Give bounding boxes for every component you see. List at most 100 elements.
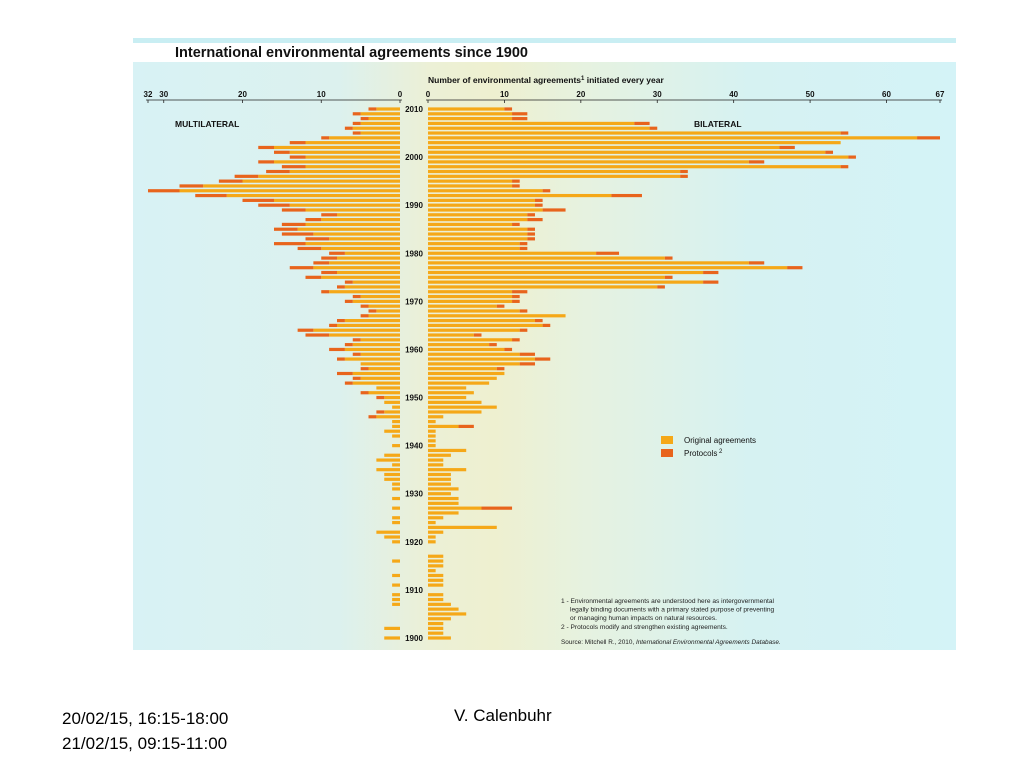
bilateral-protocol-bar <box>504 107 513 111</box>
bilateral-protocol-bar <box>664 275 673 279</box>
bilateral-protocol-bar <box>534 203 543 207</box>
multilateral-original-bar <box>352 343 400 347</box>
multilateral-original-bar <box>384 429 400 433</box>
multilateral-original-bar <box>392 424 400 428</box>
bilateral-original-bar <box>428 107 505 111</box>
multilateral-protocol-bar <box>352 338 361 342</box>
multilateral-original-bar <box>384 636 400 640</box>
bilateral-original-bar <box>428 294 513 299</box>
multilateral-original-bar <box>313 328 400 332</box>
chart-figure: International environmental agreements s… <box>133 38 956 650</box>
bilateral-original-bar <box>428 347 505 352</box>
bilateral-original-bar <box>428 117 513 121</box>
multilateral-original-bar <box>384 453 400 457</box>
multilateral-original-bar <box>289 203 400 207</box>
bilateral-original-bar <box>428 453 451 457</box>
panel-label-multilateral: MULTILATERAL <box>175 119 239 129</box>
multilateral-protocol-bar <box>360 367 369 371</box>
legend: Original agreements Protocols 2 <box>661 436 756 458</box>
bilateral-original-bar <box>428 270 704 275</box>
bilateral-original-bar <box>428 227 528 231</box>
multilateral-protocol-bar <box>360 304 369 308</box>
bilateral-original-bar <box>428 266 788 270</box>
multilateral-original-bar <box>313 266 400 270</box>
source-title: International Environmental Agreements D… <box>636 639 781 646</box>
multilateral-original-bar <box>392 540 400 544</box>
bilateral-original-bar <box>428 184 513 188</box>
bilateral-protocol-bar <box>496 367 505 371</box>
footnotes: 1 - Environmental agreements are underst… <box>561 598 774 631</box>
bilateral-protocol-bar <box>496 304 505 308</box>
bilateral-protocol-bar <box>917 136 940 140</box>
year-label: 1960 <box>405 345 423 354</box>
bilateral-protocol-bar <box>519 242 528 246</box>
multilateral-protocol-bar <box>297 328 314 332</box>
multilateral-protocol-bar <box>218 179 243 183</box>
bilateral-original-bar <box>428 636 451 640</box>
multilateral-original-bar <box>360 294 400 299</box>
year-label: 1970 <box>405 297 423 306</box>
multilateral-original-bar <box>360 352 400 356</box>
bilateral-original-bar <box>428 506 482 510</box>
multilateral-original-bar <box>360 131 400 135</box>
multilateral-original-bar <box>321 275 400 279</box>
bilateral-original-bar <box>428 256 665 260</box>
multilateral-original-bar <box>392 482 400 486</box>
year-label: 2010 <box>405 105 423 114</box>
bilateral-protocol-bar <box>519 246 528 251</box>
multilateral-protocol-bar <box>321 290 330 294</box>
bilateral-original-bar <box>428 496 459 501</box>
bilateral-original-bar <box>428 554 444 558</box>
year-label: 1990 <box>405 201 423 210</box>
footer-dates: 20/02/15, 16:15-18:00 21/02/15, 09:15-11… <box>62 706 228 756</box>
multilateral-original-bar <box>376 458 400 462</box>
multilateral-original-bar <box>305 222 400 227</box>
multilateral-original-bar <box>384 626 400 630</box>
multilateral-protocol-bar <box>258 203 290 207</box>
multilateral-protocol-bar <box>305 237 330 241</box>
multilateral-original-bar <box>289 169 400 174</box>
bilateral-original-bar <box>428 290 513 294</box>
left-axis-tick-label: 32 <box>144 90 153 99</box>
footer-author: V. Calenbuhr <box>454 706 552 725</box>
multilateral-original-bar <box>274 145 400 150</box>
multilateral-protocol-bar <box>376 395 385 400</box>
bilateral-original-bar <box>428 583 444 587</box>
bilateral-protocol-bar <box>481 506 513 510</box>
bilateral-original-bar <box>428 169 681 174</box>
multilateral-original-bar <box>258 174 400 178</box>
footnote-line: or managing human impacts on natural res… <box>570 615 717 622</box>
multilateral-original-bar <box>305 165 400 169</box>
footer-date-line-2: 21/02/15, 09:15-11:00 <box>62 734 228 753</box>
bilateral-protocol-bar <box>840 165 849 169</box>
bilateral-protocol-bar <box>527 227 535 231</box>
bilateral-original-bar <box>428 429 436 433</box>
chart-svg: International environmental agreements s… <box>133 38 956 650</box>
bilateral-original-bar <box>428 405 497 409</box>
bilateral-original-bar <box>428 193 612 198</box>
multilateral-original-bar <box>329 333 400 337</box>
legend-label: Protocols 2 <box>684 449 723 458</box>
bilateral-original-bar <box>428 145 780 150</box>
bilateral-original-bar <box>428 573 444 578</box>
multilateral-original-bar <box>329 136 400 140</box>
bilateral-original-bar <box>428 275 665 279</box>
bilateral-protocol-bar <box>748 261 765 265</box>
bilateral-original-bar <box>428 468 467 472</box>
multilateral-protocol-bar <box>258 145 274 150</box>
multilateral-original-bar <box>392 487 400 491</box>
bilateral-protocol-bar <box>634 121 650 126</box>
multilateral-original-bar <box>360 376 400 380</box>
multilateral-original-bar <box>376 107 400 111</box>
multilateral-original-bar <box>337 270 400 275</box>
multilateral-original-bar <box>368 391 400 395</box>
bilateral-original-bar <box>428 520 436 525</box>
footer-date-line-1: 20/02/15, 16:15-18:00 <box>62 709 229 728</box>
multilateral-original-bar <box>392 444 400 448</box>
bilateral-protocol-bar <box>473 333 482 337</box>
multilateral-original-bar <box>384 535 400 539</box>
multilateral-protocol-bar <box>281 165 306 169</box>
title-band <box>133 38 956 43</box>
multilateral-protocol-bar <box>289 141 306 145</box>
bilateral-original-bar <box>428 246 520 251</box>
